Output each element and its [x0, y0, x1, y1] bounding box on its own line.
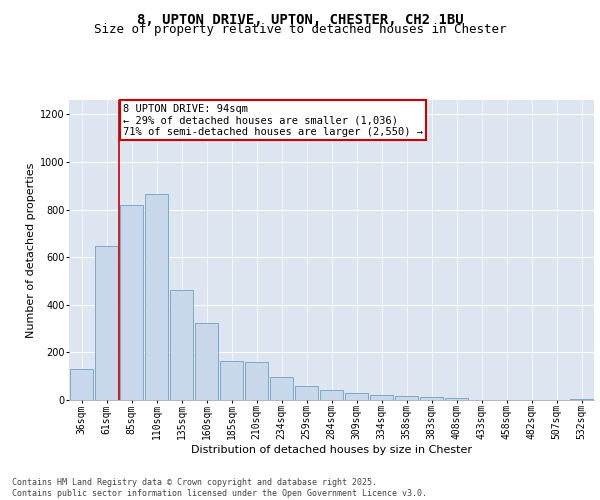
Text: Contains HM Land Registry data © Crown copyright and database right 2025.
Contai: Contains HM Land Registry data © Crown c… — [12, 478, 427, 498]
Bar — [119, 205, 143, 400]
Bar — [320, 390, 343, 400]
Bar — [145, 194, 169, 400]
Bar — [95, 246, 118, 400]
Y-axis label: Number of detached properties: Number of detached properties — [26, 162, 36, 338]
Bar — [269, 378, 293, 400]
Bar — [370, 395, 394, 400]
Bar — [220, 362, 244, 400]
Bar — [245, 362, 268, 400]
Bar — [194, 322, 218, 400]
Bar — [170, 290, 193, 400]
X-axis label: Distribution of detached houses by size in Chester: Distribution of detached houses by size … — [191, 445, 472, 455]
Bar — [419, 396, 443, 400]
Bar — [395, 396, 418, 400]
Text: 8 UPTON DRIVE: 94sqm
← 29% of detached houses are smaller (1,036)
71% of semi-de: 8 UPTON DRIVE: 94sqm ← 29% of detached h… — [123, 104, 423, 137]
Bar — [70, 369, 94, 400]
Text: Size of property relative to detached houses in Chester: Size of property relative to detached ho… — [94, 22, 506, 36]
Bar — [445, 398, 469, 400]
Bar — [344, 393, 368, 400]
Bar — [295, 386, 319, 400]
Bar — [569, 399, 593, 400]
Text: 8, UPTON DRIVE, UPTON, CHESTER, CH2 1BU: 8, UPTON DRIVE, UPTON, CHESTER, CH2 1BU — [137, 12, 463, 26]
